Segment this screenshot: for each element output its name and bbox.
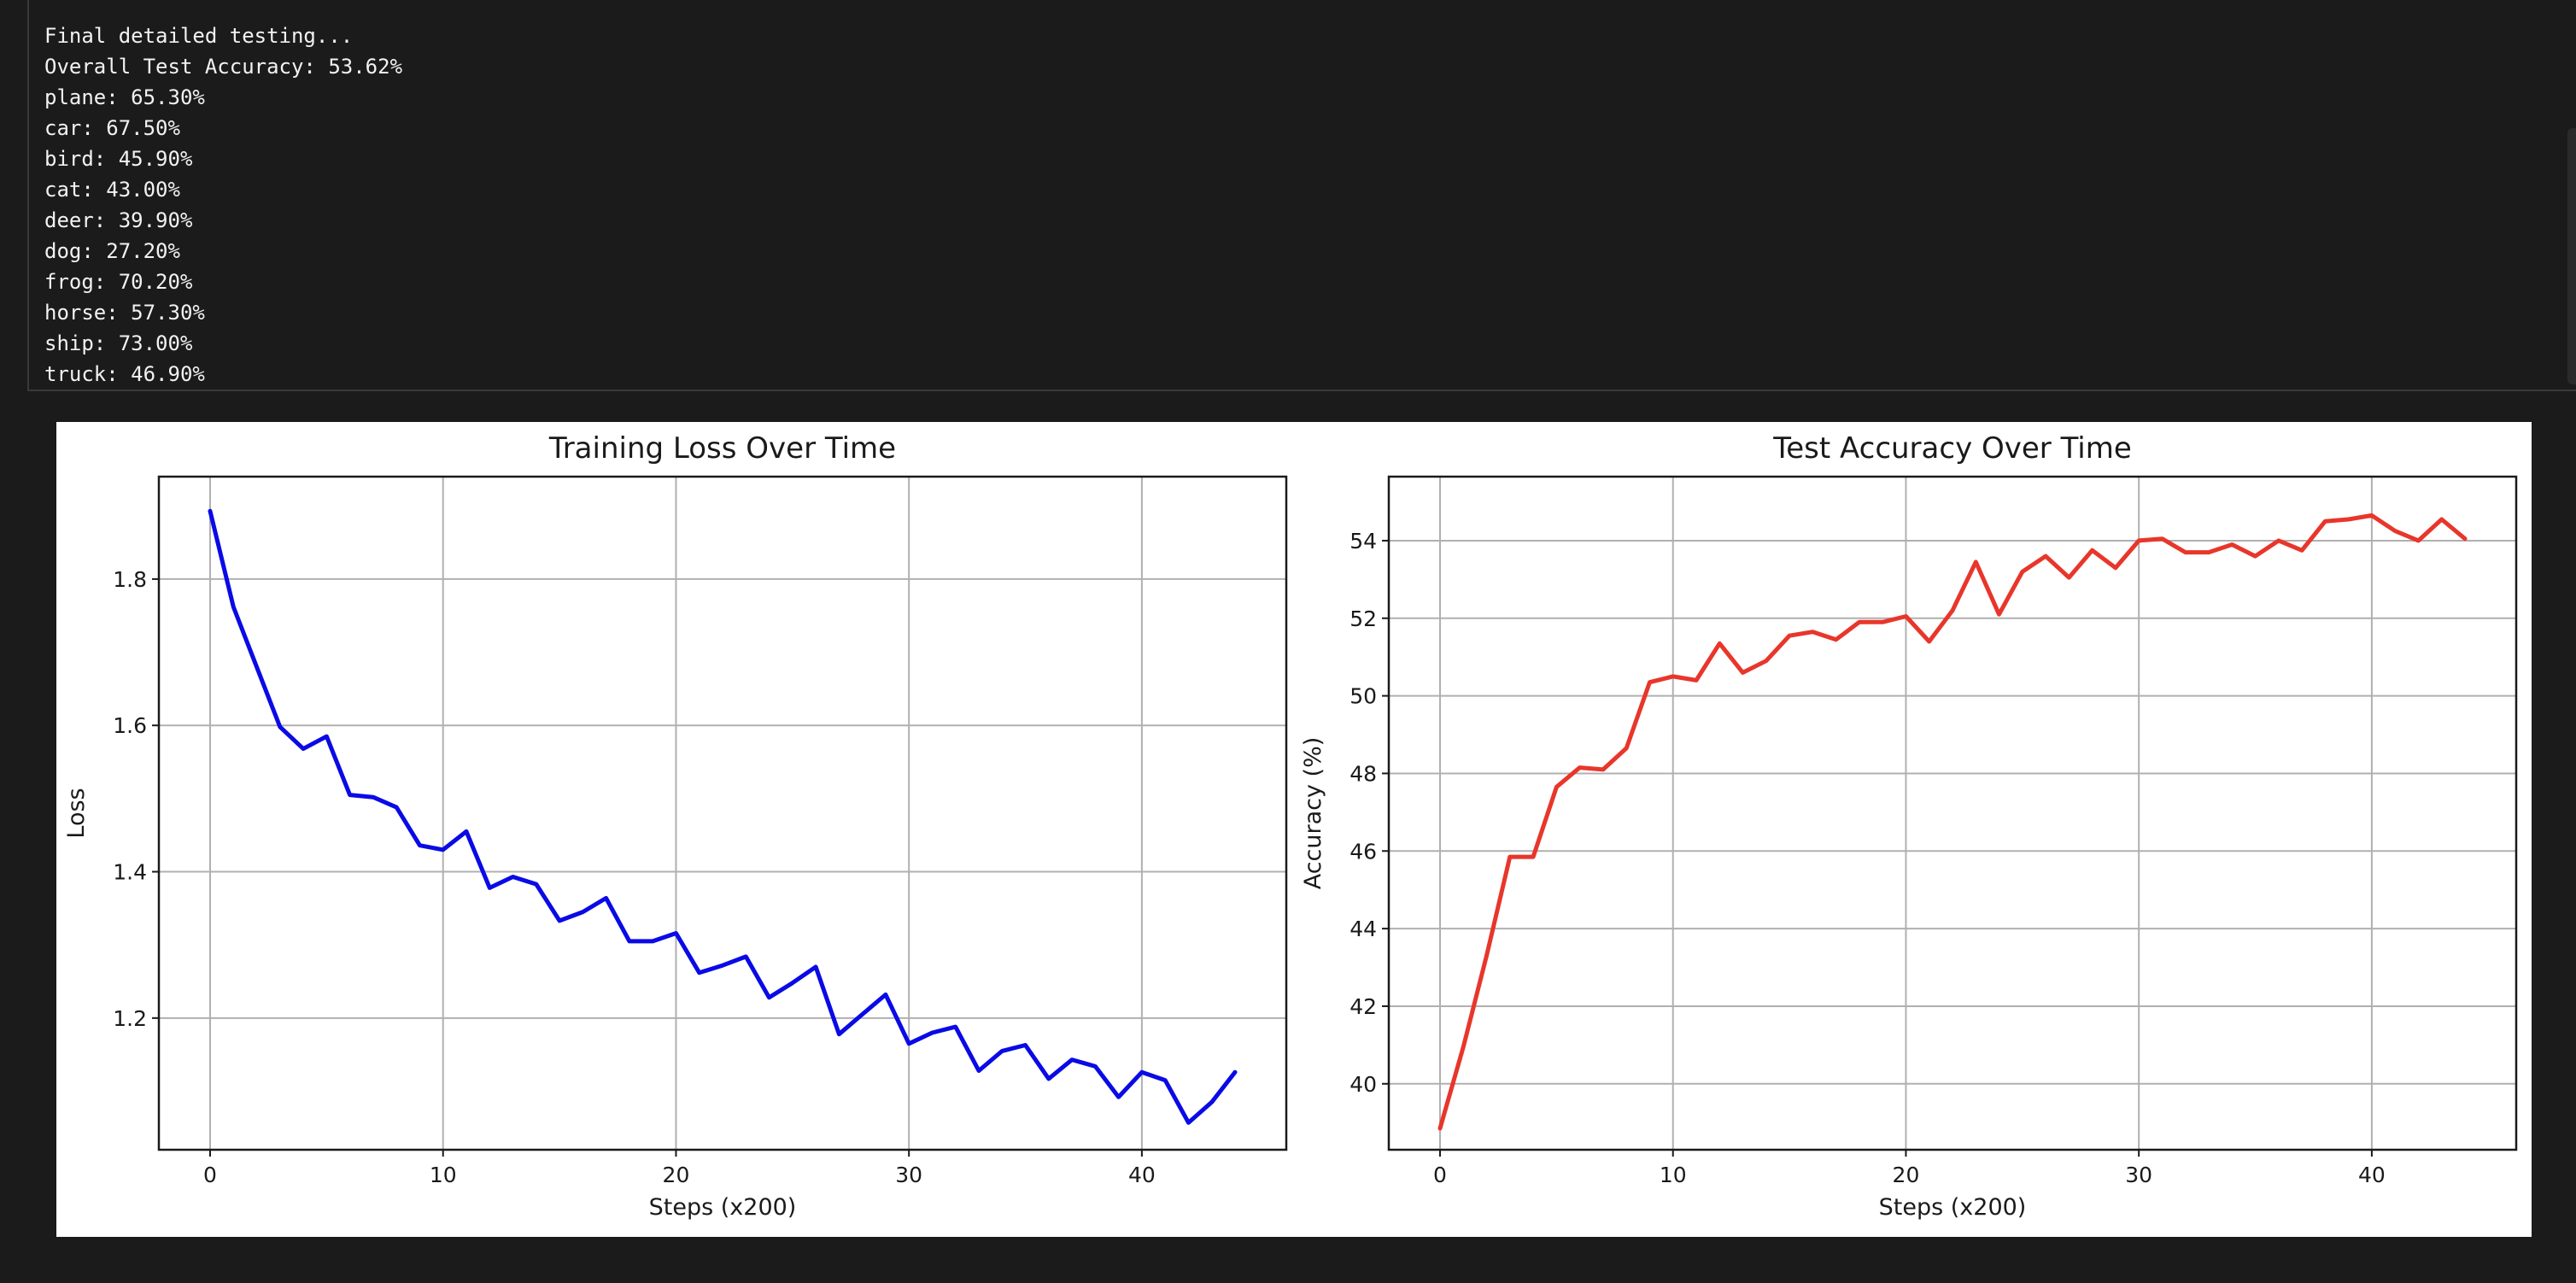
console-line: horse: 57.30%: [44, 301, 205, 325]
console-line: car: 67.50%: [44, 116, 180, 140]
accuracy-y-tick-label: 40: [1349, 1072, 1377, 1097]
loss-x-tick-label: 0: [203, 1163, 217, 1187]
console-line: Overall Test Accuracy: 53.62%: [44, 55, 403, 79]
loss-x-tick-label: 30: [895, 1163, 922, 1187]
plot-figure: 0 10 20 30 40 1.2 1.4 1.6 1.8 Training Loss Over …: [56, 422, 2532, 1237]
loss-x-tick-label: 20: [663, 1163, 690, 1187]
accuracy-y-tick-label: 52: [1349, 606, 1377, 631]
console-line: cat: 43.00%: [44, 178, 180, 202]
accuracy-y-tick-label: 44: [1349, 917, 1377, 941]
loss-y-tick-label: 1.6: [113, 713, 147, 738]
output-console: Final detailed testing... Overall Test Ac…: [27, 0, 2576, 391]
accuracy-x-tick-label: 0: [1433, 1163, 1447, 1187]
accuracy-chart: 0 10 20 30 40 40 42 44 46 48 50 52 54 Test Accuracy O…: [1300, 431, 2518, 1221]
loss-y-tick-label: 1.4: [113, 860, 147, 885]
loss-x-tick-label: 40: [1128, 1163, 1156, 1187]
loss-y-tick-label: 1.2: [113, 1006, 147, 1031]
accuracy-y-tick-label: 46: [1349, 839, 1377, 864]
accuracy-y-axis-label: Accuracy (%): [1300, 737, 1326, 890]
console-output-text: Final detailed testing... Overall Test Ac…: [44, 21, 402, 390]
accuracy-y-tick-label: 42: [1349, 994, 1377, 1019]
loss-x-axis-label: Steps (x200): [649, 1194, 797, 1221]
loss-y-tick-label: 1.8: [113, 567, 147, 592]
console-line: dog: 27.20%: [44, 239, 180, 263]
accuracy-x-tick-label: 10: [1660, 1163, 1687, 1187]
loss-y-axis-label: Loss: [63, 788, 90, 838]
accuracy-x-tick-label: 40: [2358, 1163, 2386, 1187]
accuracy-x-tick-label: 20: [1893, 1163, 1920, 1187]
accuracy-plot-frame: [1387, 475, 2518, 1151]
loss-chart-title: Training Loss Over Time: [548, 431, 896, 466]
accuracy-y-tick-label: 54: [1349, 529, 1377, 554]
charts-svg: 0 10 20 30 40 1.2 1.4 1.6 1.8 Training Loss Over …: [63, 431, 2518, 1221]
console-scrollbar[interactable]: [2567, 128, 2576, 384]
console-line: plane: 65.30%: [44, 85, 205, 109]
console-line: Final detailed testing...: [44, 24, 354, 48]
console-line: truck: 46.90%: [44, 362, 205, 386]
console-line: frog: 70.20%: [44, 270, 193, 294]
accuracy-series-line: [1437, 513, 2468, 1131]
loss-series-line: [208, 508, 1238, 1125]
loss-plot-frame: [157, 475, 1288, 1151]
loss-x-tick-label: 10: [430, 1163, 457, 1187]
accuracy-x-tick-label: 30: [2125, 1163, 2152, 1187]
console-line: bird: 45.90%: [44, 147, 193, 171]
accuracy-y-tick-label: 48: [1349, 761, 1377, 786]
console-line: deer: 39.90%: [44, 208, 193, 232]
loss-chart: 0 10 20 30 40 1.2 1.4 1.6 1.8 Training Loss Over …: [63, 431, 1288, 1221]
accuracy-x-axis-label: Steps (x200): [1879, 1194, 2027, 1221]
accuracy-chart-title: Test Accuracy Over Time: [1772, 431, 2132, 466]
accuracy-y-tick-label: 50: [1349, 684, 1377, 709]
console-line: ship: 73.00%: [44, 331, 193, 355]
